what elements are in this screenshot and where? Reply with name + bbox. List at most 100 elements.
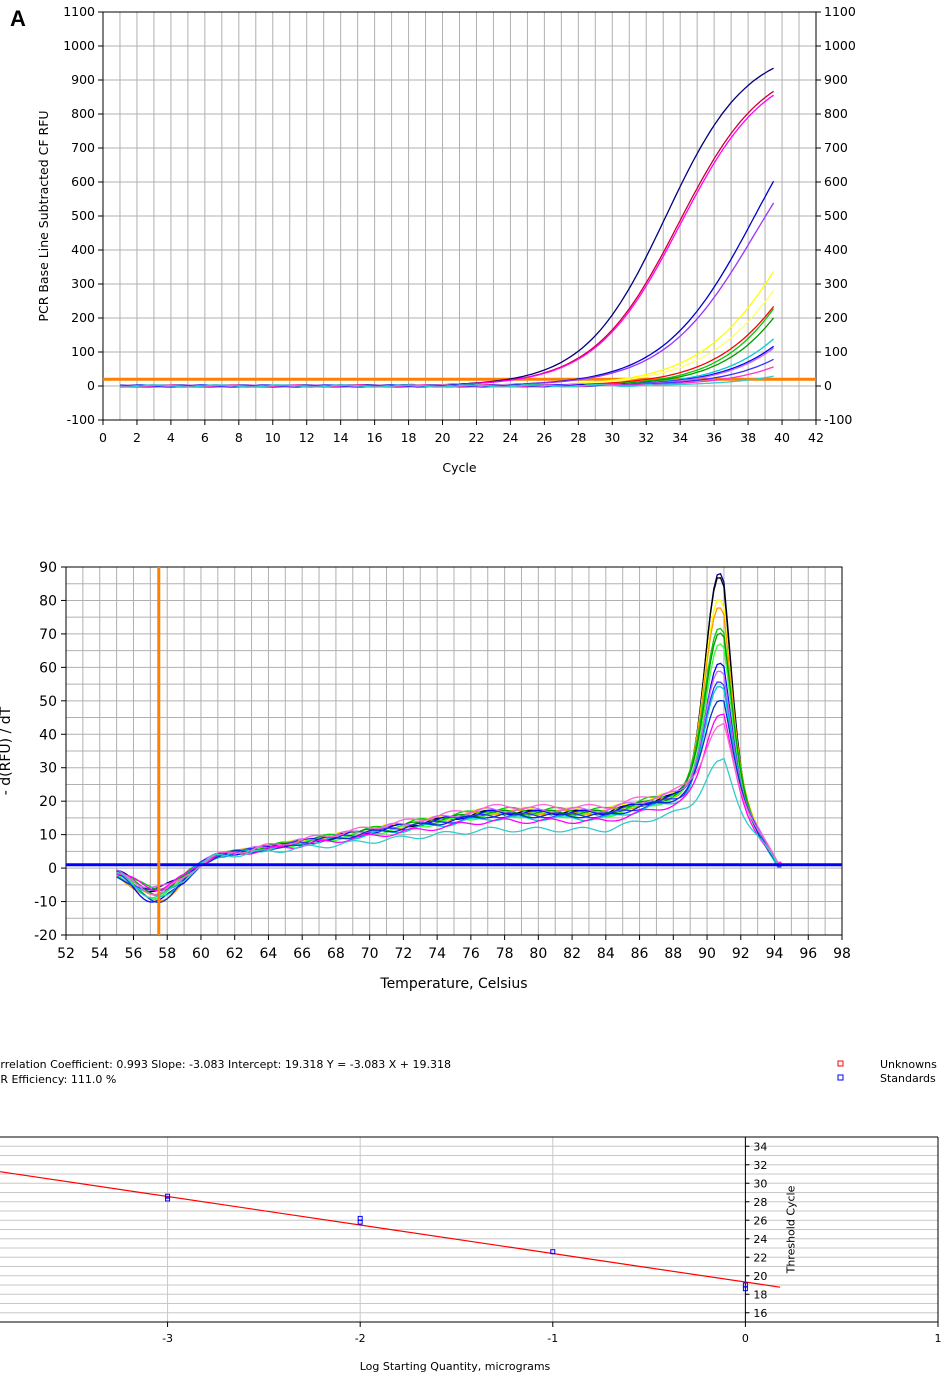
x-tick-label: 30 [604,430,620,445]
x-tick-label: 12 [299,430,315,445]
amplification-curve [119,347,774,388]
y-tick-label: 100 [71,344,95,359]
melt-curve [116,722,782,896]
x-tick-label: 24 [502,430,518,445]
x-tick-label: 10 [265,430,281,445]
x-tick-label: 38 [740,430,756,445]
y-tick-label-right: 800 [824,106,848,121]
x-tick-label: 52 [57,946,75,962]
x-tick-label: 42 [808,430,824,445]
x-tick-label: 72 [394,946,412,962]
y-tick-label: 300 [71,276,95,291]
x-tick-label: 14 [333,430,349,445]
standard-point [357,1219,363,1225]
x-tick-label: 36 [706,430,722,445]
x-tick-label: 78 [496,946,514,962]
amplification-curve [119,90,774,388]
y-tick-label-right: 0 [824,378,832,393]
y-tick-label: -10 [34,895,57,911]
y-tick-label-right: 700 [824,140,848,155]
x-tick-label: 64 [260,946,278,962]
regression-line [0,1171,781,1288]
x-tick-label: 92 [732,946,750,962]
y-tick-label: 30 [753,1177,767,1190]
x-tick-label: 16 [367,430,383,445]
x-tick-label: 58 [158,946,176,962]
y-tick-label: 60 [39,660,57,676]
y-tick-label: 0 [87,378,95,393]
standard-point [742,1286,748,1292]
x-tick-label: 90 [698,946,716,962]
x-tick-label: 6 [201,430,209,445]
y-tick-label-right: 200 [824,310,848,325]
y-tick-label: 1000 [63,38,95,53]
panel-label: A [10,6,26,31]
x-tick-label: 1 [935,1332,942,1345]
melt-curve [116,599,782,896]
x-tick-label: 80 [529,946,547,962]
amplification-curve [119,202,775,388]
x-tick-label: 2 [133,430,141,445]
y-axis-title: - d(RFU) / dT [0,706,14,795]
x-tick-label: 94 [766,946,784,962]
melt-curve [116,572,782,891]
y-tick-label: 900 [71,72,95,87]
y-tick-label-right: -100 [824,412,852,427]
melt-curve [116,643,782,900]
y-tick-label: 800 [71,106,95,121]
y-tick-label: 700 [71,140,95,155]
x-tick-label: 26 [536,430,552,445]
x-tick-label: 32 [638,430,654,445]
amplification-curve [119,271,775,388]
y-tick-label: 70 [39,627,57,643]
y-tick-label-right: 300 [824,276,848,291]
amplification-curve [119,94,774,388]
x-tick-label: 86 [631,946,649,962]
x-tick-label: 88 [664,946,682,962]
y-tick-label: 18 [753,1288,767,1301]
x-tick-label: 84 [597,946,615,962]
x-tick-label: 98 [833,946,851,962]
x-tick-label: 56 [125,946,143,962]
x-tick-label: 40 [774,430,790,445]
y-tick-label: -100 [67,412,95,427]
legend-label: Unknowns [880,1058,937,1071]
amplification-curve [119,306,775,388]
x-tick-label: -3 [162,1332,173,1345]
y-tick-label: 80 [39,593,57,609]
y-axis-title: Threshold Cycle [784,1185,797,1274]
y-tick-label-right: 100 [824,344,848,359]
y-tick-label: 22 [753,1251,767,1264]
stats-line-2: PCR Efficiency: 111.0 % [0,1073,116,1086]
y-tick-label: 30 [39,761,57,777]
y-tick-label: 400 [71,242,95,257]
x-tick-label: 62 [226,946,244,962]
x-tick-label: 28 [570,430,586,445]
legend-label: Standards [880,1072,936,1085]
standard-point [550,1249,556,1255]
y-tick-label-right: 1100 [824,4,856,19]
y-tick-label-right: 600 [824,174,848,189]
amplification-curve [120,290,775,388]
x-tick-label: 20 [435,430,451,445]
y-tick-label-right: 900 [824,72,848,87]
y-tick-label: 20 [39,794,57,810]
y-tick-label: 600 [71,174,95,189]
y-tick-label-right: 500 [824,208,848,223]
legend-marker [837,1060,844,1067]
x-axis-title: Cycle [442,460,476,475]
stats-line-1: Correlation Coefficient: 0.993 Slope: -3… [0,1058,451,1071]
y-tick-label: 28 [753,1196,767,1209]
y-tick-label-right: 1000 [824,38,856,53]
y-tick-label: 40 [39,727,57,743]
y-tick-label: 500 [71,208,95,223]
plot-frame [65,566,843,936]
standard-point [165,1193,171,1199]
x-tick-label: 22 [469,430,485,445]
y-tick-label: 10 [39,828,57,844]
x-tick-label: 8 [235,430,243,445]
x-tick-label: 70 [361,946,379,962]
y-tick-label: 24 [753,1233,767,1246]
y-tick-label: -20 [34,928,57,944]
